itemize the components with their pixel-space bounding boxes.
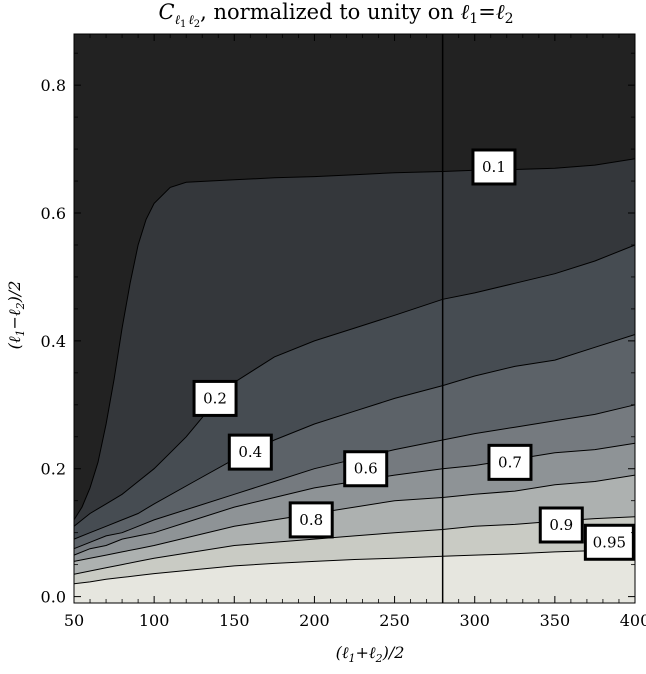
y-axis: 0.0 0.2 0.4 0.6 0.8 <box>41 52 635 607</box>
ylabel-s1: 1 <box>14 329 27 336</box>
contour-label-text: 0.95 <box>593 533 626 551</box>
x-axis-label: (ℓ1+ℓ2)/2 <box>336 643 405 665</box>
title-eq-s1: 1 <box>469 11 478 27</box>
y-tick-label: 0.8 <box>41 76 66 95</box>
y-tick-label: 0.4 <box>41 332 66 351</box>
ylabel-s2: 2 <box>14 302 27 310</box>
contour-line-0.6 <box>73 404 636 550</box>
x-tick-label: 50 <box>64 611 84 630</box>
chart-title: Cℓ1 ℓ2, normalized to unity on ℓ1=ℓ2 <box>158 0 513 30</box>
title-eq-sign: = <box>478 0 496 24</box>
contour-labels: 0.1 0.2 0.4 0.6 0.7 0.8 0.9 0.95 <box>192 148 635 561</box>
y-tick-label: 0.0 <box>41 588 66 607</box>
contour-label-box <box>487 443 533 481</box>
contour-label-box <box>227 433 273 471</box>
contour-line-0.9 <box>73 516 636 575</box>
contour-label-box <box>471 148 517 186</box>
xlabel-open: ( <box>336 643 343 662</box>
contour-label-0.4: 0.4 <box>227 433 273 471</box>
x-axis: 50 100 150 200 250 300 350 400 <box>64 34 646 630</box>
contour-label-0.6: 0.6 <box>343 450 389 488</box>
title-l1: ℓ <box>175 13 181 28</box>
y-tick-label: 0.2 <box>41 460 66 479</box>
title-l2: ℓ <box>188 13 194 28</box>
xlabel-s1: 1 <box>349 652 356 665</box>
ylabel-open: ( <box>5 342 24 349</box>
title-eq-s2: 2 <box>505 11 514 27</box>
ylabel-minus: − <box>5 316 24 329</box>
x-tick-label: 350 <box>540 611 571 630</box>
contour-line-0.4 <box>73 334 636 540</box>
contour-label-0.95: 0.95 <box>583 523 635 561</box>
ylabel-close: )/2 <box>5 281 24 304</box>
xlabel-l1: ℓ <box>342 643 349 662</box>
contour-label-0.1: 0.1 <box>471 148 517 186</box>
title-eq-l1: ℓ <box>461 0 470 24</box>
xlabel-s2: 2 <box>375 652 383 665</box>
contour-label-0.7: 0.7 <box>487 443 533 481</box>
y-axis-label: (ℓ1−ℓ2)/2 <box>5 281 27 350</box>
x-tick-label: 250 <box>379 611 410 630</box>
title-sub2: 2 <box>194 19 200 30</box>
fill-region-8 <box>74 548 635 603</box>
contour-label-text: 0.7 <box>498 453 522 471</box>
xlabel-plus: + <box>356 643 369 662</box>
contour-label-text: 0.4 <box>238 443 262 461</box>
contour-label-box <box>538 506 584 544</box>
contour-label-text: 0.6 <box>354 460 378 478</box>
contour-label-box <box>288 501 334 539</box>
contour-label-text: 0.2 <box>203 389 227 407</box>
title-rest: , normalized to unity on <box>200 0 460 24</box>
x-tick-label: 100 <box>139 611 170 630</box>
title-c: C <box>158 0 174 24</box>
contour-line-0.95 <box>73 548 636 585</box>
x-tick-label: 300 <box>459 611 490 630</box>
x-tick-label: 150 <box>219 611 250 630</box>
contour-label-0.8: 0.8 <box>288 501 334 539</box>
contour-label-0.9: 0.9 <box>538 506 584 544</box>
plot-frame <box>73 33 636 604</box>
contour-label-box <box>343 450 389 488</box>
title-eq-l2: ℓ <box>496 0 505 24</box>
ylabel-l1: ℓ <box>5 336 24 343</box>
x-tick-label: 400 <box>620 611 646 630</box>
contour-label-text: 0.8 <box>299 511 323 529</box>
xlabel-close: )/2 <box>382 643 405 662</box>
contour-label-text: 0.1 <box>482 158 506 176</box>
contour-label-box <box>583 523 635 561</box>
contour-label-text: 0.9 <box>549 516 573 534</box>
ylabel-l2: ℓ <box>5 309 24 316</box>
y-tick-label: 0.6 <box>41 204 66 223</box>
xlabel-l2: ℓ <box>369 643 376 662</box>
contour-label-box <box>192 379 238 417</box>
contour-label-0.2: 0.2 <box>192 379 238 417</box>
x-tick-label: 200 <box>299 611 330 630</box>
title-sub1: 1 <box>180 19 186 30</box>
